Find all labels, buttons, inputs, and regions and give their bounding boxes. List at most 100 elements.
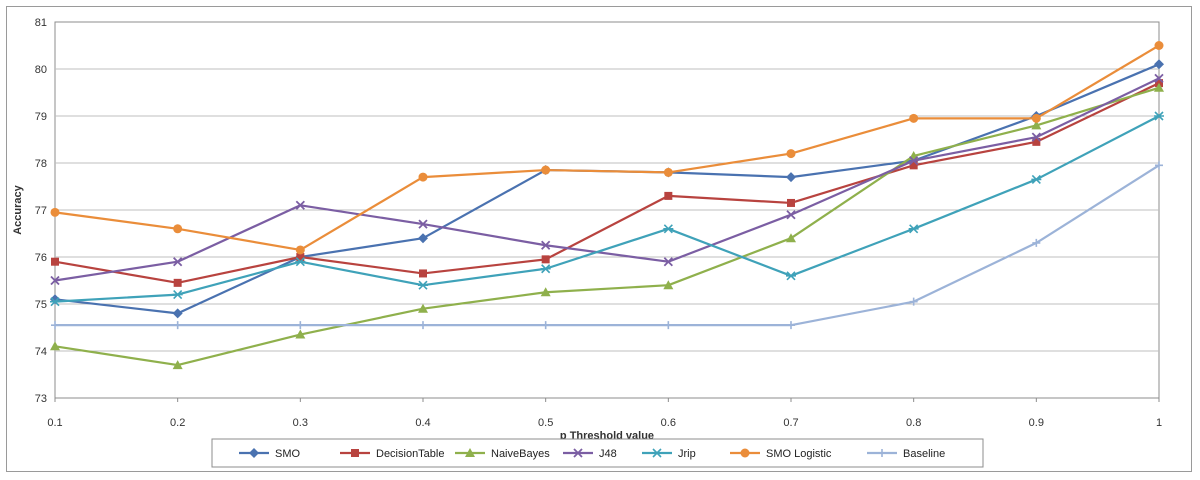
series-line bbox=[54, 44, 1160, 252]
y-axis-title: Accuracy bbox=[12, 184, 24, 234]
gridlines bbox=[55, 68, 1159, 352]
data-point bbox=[878, 449, 886, 457]
legend-label: J48 bbox=[599, 448, 617, 460]
legend-label: SMO Logistic bbox=[766, 448, 832, 460]
data-point bbox=[541, 321, 550, 330]
legend-item: DecisionTable bbox=[340, 448, 444, 460]
data-point bbox=[50, 275, 60, 286]
data-point bbox=[249, 448, 259, 458]
legend-item: NaiveBayes bbox=[455, 448, 550, 460]
data-point bbox=[418, 303, 428, 313]
x-tick-label: 0.7 bbox=[783, 417, 798, 429]
data-point bbox=[663, 167, 673, 177]
line-chart: 73 74 75 76 77 78 79 80 81 0.1 0.2 0.3 0.4 0.5 0.6 0.7… bbox=[12, 17, 1164, 468]
data-point bbox=[173, 278, 182, 287]
x-tick-label: 1 bbox=[1156, 417, 1162, 429]
data-point bbox=[418, 280, 428, 290]
series-decisiontable bbox=[51, 79, 1163, 287]
data-point bbox=[909, 113, 919, 123]
data-point bbox=[1154, 82, 1164, 92]
data-point bbox=[419, 321, 427, 330]
data-point bbox=[295, 329, 306, 339]
series-line bbox=[54, 86, 1160, 367]
y-tick-label: 79 bbox=[35, 111, 47, 123]
data-point bbox=[418, 219, 428, 229]
y-tick-label: 75 bbox=[35, 299, 47, 311]
x-tick-label: 0.1 bbox=[47, 417, 62, 429]
data-point bbox=[664, 191, 673, 200]
data-point bbox=[664, 321, 673, 330]
x-tick-label: 0.3 bbox=[293, 417, 308, 429]
y-tick-label: 81 bbox=[35, 17, 47, 29]
data-point bbox=[295, 200, 305, 210]
data-point bbox=[173, 257, 183, 267]
series-j48 bbox=[50, 73, 1164, 286]
data-point bbox=[541, 240, 551, 250]
x-tick-label: 0.9 bbox=[1029, 417, 1044, 429]
data-point bbox=[418, 233, 428, 244]
data-point bbox=[351, 449, 359, 457]
data-point bbox=[787, 198, 795, 207]
data-point bbox=[663, 280, 674, 290]
data-point bbox=[541, 165, 551, 175]
series-smo-logistic bbox=[50, 41, 1164, 255]
legend-label: Jrip bbox=[678, 448, 696, 460]
series-line bbox=[54, 82, 1160, 284]
legend-item: Baseline bbox=[867, 448, 945, 460]
data-point bbox=[652, 448, 662, 458]
data-point bbox=[1032, 137, 1041, 146]
data-point bbox=[786, 210, 796, 220]
data-point bbox=[296, 253, 305, 261]
data-point bbox=[540, 287, 551, 297]
data-point bbox=[50, 297, 60, 307]
legend-item: J48 bbox=[563, 448, 617, 460]
data-point bbox=[50, 341, 60, 351]
data-point bbox=[909, 156, 919, 166]
x-axis-ticks: 0.1 0.2 0.3 0.4 0.5 0.6 0.7 0.8 0.9 1 bbox=[47, 398, 1162, 429]
y-tick-label: 78 bbox=[35, 158, 47, 170]
data-point bbox=[1031, 120, 1042, 130]
series-line bbox=[54, 77, 1160, 282]
data-point bbox=[296, 321, 305, 330]
series-line bbox=[54, 115, 1160, 303]
data-point bbox=[740, 448, 750, 458]
data-point bbox=[173, 224, 183, 234]
data-point bbox=[1154, 111, 1164, 121]
data-point bbox=[1031, 132, 1041, 142]
y-tick-label: 80 bbox=[35, 64, 47, 76]
series-baseline bbox=[51, 161, 1163, 330]
data-point bbox=[418, 172, 428, 182]
data-point bbox=[465, 448, 475, 457]
x-tick-label: 0.8 bbox=[906, 417, 921, 429]
legend-item: SMO Logistic bbox=[730, 448, 832, 460]
legend-label: DecisionTable bbox=[376, 448, 444, 460]
series-layer bbox=[50, 41, 1164, 370]
data-point bbox=[787, 321, 795, 330]
data-point bbox=[786, 149, 796, 159]
y-axis-ticks: 73 74 75 76 77 78 79 80 81 bbox=[35, 17, 47, 405]
x-tick-label: 0.6 bbox=[661, 417, 676, 429]
y-tick-label: 77 bbox=[35, 205, 47, 217]
data-point bbox=[1031, 113, 1041, 123]
x-tick-label: 0.2 bbox=[170, 417, 185, 429]
x-tick-label: 0.5 bbox=[538, 417, 553, 429]
data-point bbox=[540, 264, 551, 274]
data-point bbox=[1031, 174, 1042, 185]
data-point bbox=[573, 448, 583, 458]
data-point bbox=[786, 172, 796, 183]
data-point bbox=[909, 297, 918, 306]
data-point bbox=[1154, 59, 1164, 70]
legend-label: SMO bbox=[275, 448, 301, 460]
data-point bbox=[172, 308, 183, 319]
data-point bbox=[663, 257, 673, 267]
chart-container: 73 74 75 76 77 78 79 80 81 0.1 0.2 0.3 0.4 0.5 0.6 0.7… bbox=[6, 6, 1192, 472]
data-point bbox=[50, 207, 60, 217]
data-point bbox=[1155, 161, 1163, 170]
data-point bbox=[663, 224, 674, 234]
legend: SMO DecisionTable NaiveBayes J48 Jrip SMO Log… bbox=[211, 438, 984, 468]
data-point bbox=[786, 233, 796, 243]
data-point bbox=[909, 161, 918, 170]
data-point bbox=[51, 257, 59, 266]
data-point bbox=[1032, 238, 1041, 247]
data-point bbox=[295, 257, 306, 267]
